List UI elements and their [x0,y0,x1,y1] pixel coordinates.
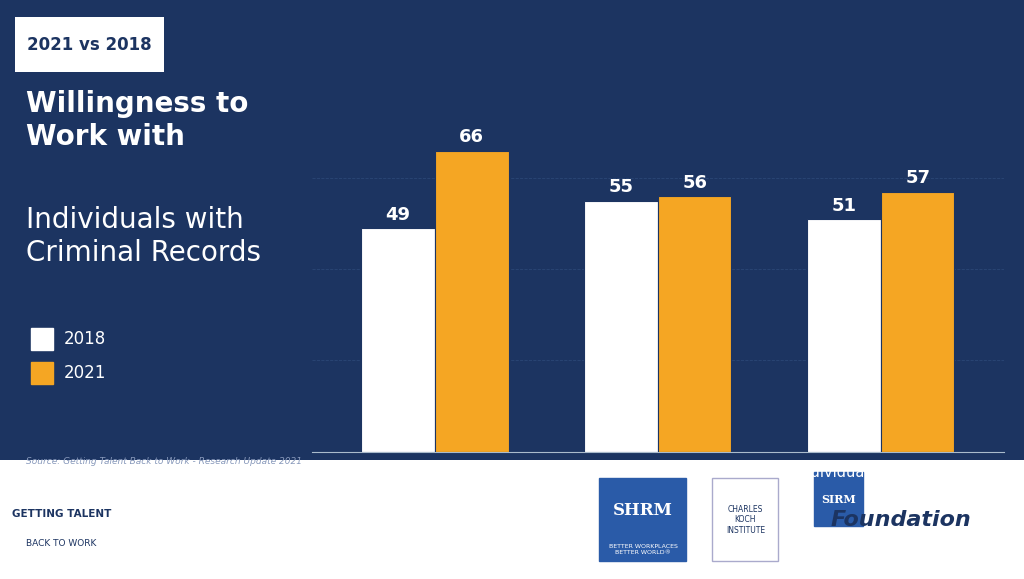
Bar [585,201,658,452]
Text: 51: 51 [831,196,857,215]
Bar [599,478,686,561]
Bar [658,196,731,452]
Text: BETTER WORKPLACES
BETTER WORLD®: BETTER WORKPLACES BETTER WORLD® [608,544,678,555]
Bar [435,151,509,452]
Text: 57: 57 [905,169,930,187]
Bar [361,228,435,452]
Text: 2021: 2021 [63,364,105,383]
Text: 55: 55 [608,178,634,196]
Text: CHARLES
KOCH
INSTITUTE: CHARLES KOCH INSTITUTE [726,505,765,534]
Text: GETTING TALENT: GETTING TALENT [11,509,112,519]
Bar [807,219,881,452]
Text: Individuals with
Criminal Records: Individuals with Criminal Records [26,206,260,267]
Text: 2018: 2018 [63,329,105,348]
Text: 49: 49 [386,206,411,223]
Text: Foundation: Foundation [830,510,972,530]
Text: SIRM: SIRM [821,494,856,505]
Bar [712,478,778,561]
Bar [814,472,863,526]
Text: 56: 56 [682,174,708,192]
Text: 66: 66 [459,128,484,146]
Bar [881,192,954,452]
Text: 2021 vs 2018: 2021 vs 2018 [28,36,152,54]
Text: Willingness to
Work with: Willingness to Work with [26,90,248,151]
Text: BACK TO WORK: BACK TO WORK [27,539,96,548]
Text: Source: Getting Talent Back to Work - Research Update 2021: Source: Getting Talent Back to Work - Re… [26,457,302,467]
Text: SHRM: SHRM [613,501,673,519]
